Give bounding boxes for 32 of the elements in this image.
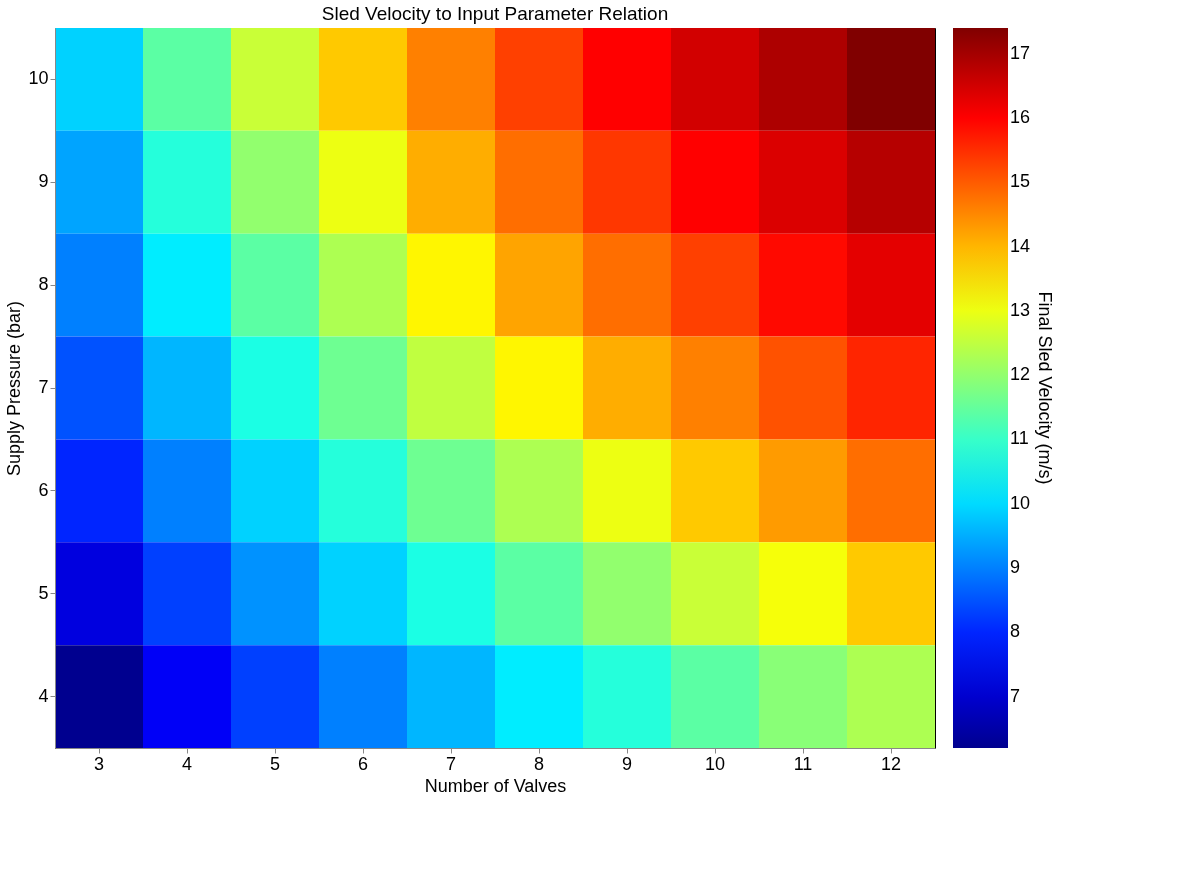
y-tick-label: 8 (38, 274, 49, 295)
x-tick-label: 12 (880, 753, 902, 774)
y-tick-label: 4 (38, 685, 49, 706)
color-bar-label: 7 (1010, 685, 1021, 706)
y-tick-label: 7 (38, 377, 49, 397)
x-tick-label: 6 (357, 753, 369, 774)
x-axis-title: Number of Valves (424, 775, 567, 796)
color-bar-label: 11 (1010, 428, 1029, 449)
x-tick-label: 11 (793, 753, 813, 774)
y-axis-title: Supply Pressure (bar) (4, 300, 25, 477)
x-tick-label: 3 (93, 753, 105, 774)
color-bar-label: 12 (1010, 364, 1031, 385)
y-tick-label: 9 (38, 171, 49, 192)
color-bar-label: 9 (1010, 557, 1021, 577)
x-tick-label: 10 (704, 753, 726, 774)
color-bar-label: 15 (1010, 171, 1031, 192)
color-bar-label: 17 (1010, 42, 1031, 63)
color-bar-label: 16 (1010, 107, 1031, 127)
color-bar-label: 8 (1010, 621, 1021, 642)
x-tick-label: 8 (533, 753, 545, 774)
chart-title: Sled Velocity to Input Parameter Relation (321, 3, 669, 24)
x-tick-label: 7 (445, 753, 457, 774)
color-bar-title: Final Sled Velocity (m/s) (1035, 291, 1055, 485)
color-bar-label: 13 (1010, 299, 1031, 320)
y-tick-label: 6 (38, 479, 49, 500)
y-tick-label: 5 (38, 582, 49, 603)
x-tick-label: 9 (621, 753, 633, 774)
x-tick-label: 5 (269, 753, 281, 774)
y-tick-label: 10 (28, 68, 49, 89)
x-tick-label: 4 (181, 753, 193, 774)
color-bar-label: 10 (1010, 492, 1031, 513)
color-bar-label: 14 (1010, 235, 1031, 256)
